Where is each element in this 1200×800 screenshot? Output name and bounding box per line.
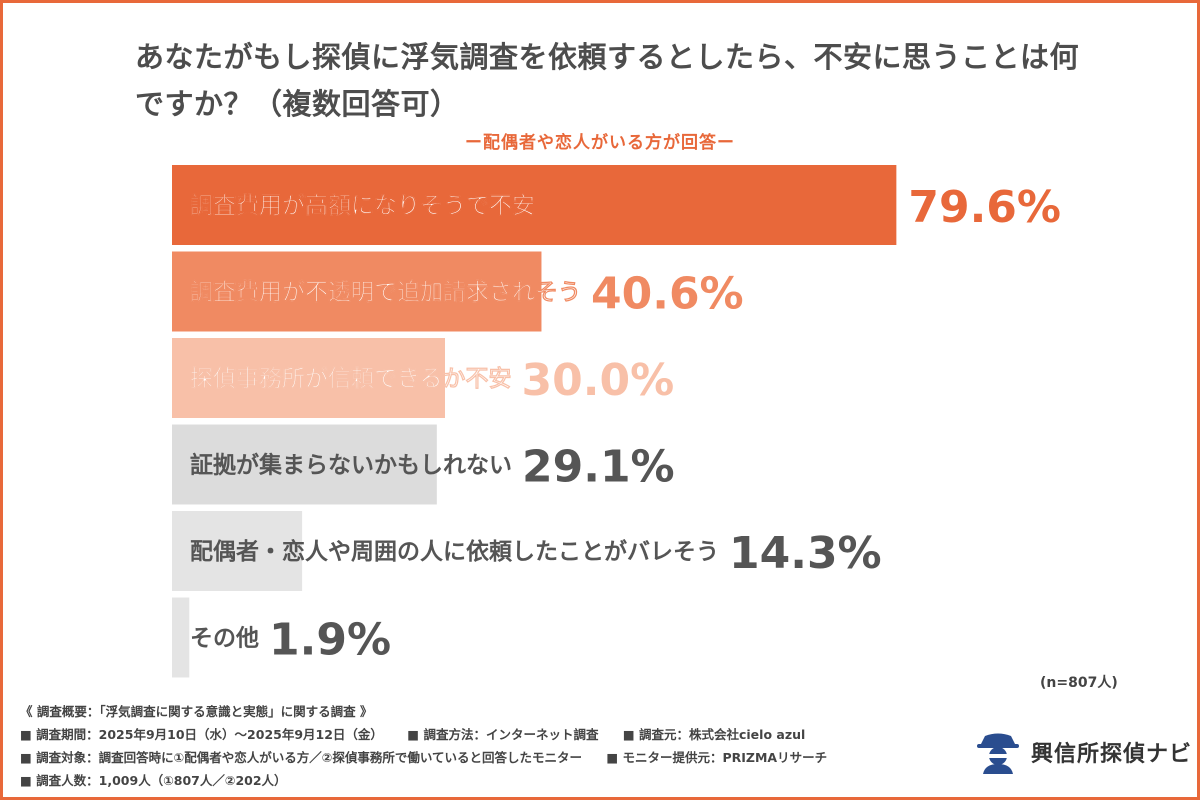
bar-2 xyxy=(172,338,445,418)
bar-label-1: 調査費用が不透明で追加請求されそう xyxy=(190,279,581,306)
bar-label-3: 証拠が集まらないかもしれない xyxy=(190,452,512,479)
value-label-1: 40.6% xyxy=(591,269,744,320)
sample-size-note: (n=807人) xyxy=(1040,675,1118,691)
survey-footer: 《 調査概要：「浮気調査に関する意識と実態」に関する調査 》 ■ 調査期間：20… xyxy=(20,700,960,792)
value-label-4: 14.3% xyxy=(729,528,882,579)
chart-title: あなたがもし探偵に浮気調査を依頼するとしたら、不安に思うことは何ですか？（複数回… xyxy=(135,40,1080,121)
logo-text: 興信所探偵ナビ xyxy=(1031,742,1193,767)
bar-label-0: 調査費用が高額になりそうで不安 xyxy=(190,192,535,219)
brand-logo: 興信所探偵ナビ xyxy=(975,730,1192,774)
detective-icon xyxy=(977,733,1019,774)
footer-summary: 《 調査概要：「浮気調査に関する意識と実態」に関する調査 》 xyxy=(20,704,373,719)
value-label-2: 30.0% xyxy=(522,355,675,406)
footer-method: ■ 調査方法：インターネット調査 xyxy=(407,727,599,742)
bar-5 xyxy=(172,597,190,678)
footer-period: ■ 調査期間：2025年9月10日（水）〜2025年9月12日（金） xyxy=(20,727,383,742)
chart-subtitle: ー配偶者や恋人がいる方が回答ー xyxy=(465,133,735,153)
bar-1 xyxy=(172,251,542,332)
bar-4 xyxy=(172,511,303,591)
footer-provider: ■ モニター提供元：PRIZMAリサーチ xyxy=(606,750,828,765)
bar-3 xyxy=(172,424,437,505)
value-label-5: 1.9% xyxy=(269,615,391,666)
bar-0 xyxy=(172,165,897,245)
bar-label-4: 配偶者・恋人や周囲の人に依頼したことがバレそう xyxy=(190,538,719,565)
value-label-0: 79.6% xyxy=(908,182,1061,233)
footer-count: ■ 調査人数：1,009人（①807人／②202人） xyxy=(20,773,287,788)
footer-source: ■ 調査元：株式会社cielo azul xyxy=(622,727,806,742)
footer-target: ■ 調査対象：調査回答時に①配偶者や恋人がいる方／②探偵事務所で働いていると回答… xyxy=(20,750,582,765)
bar-label-2: 探偵事務所が信頼できるか不安 xyxy=(190,365,512,392)
value-label-3: 29.1% xyxy=(522,442,675,493)
bar-label-5: その他 xyxy=(190,626,259,652)
